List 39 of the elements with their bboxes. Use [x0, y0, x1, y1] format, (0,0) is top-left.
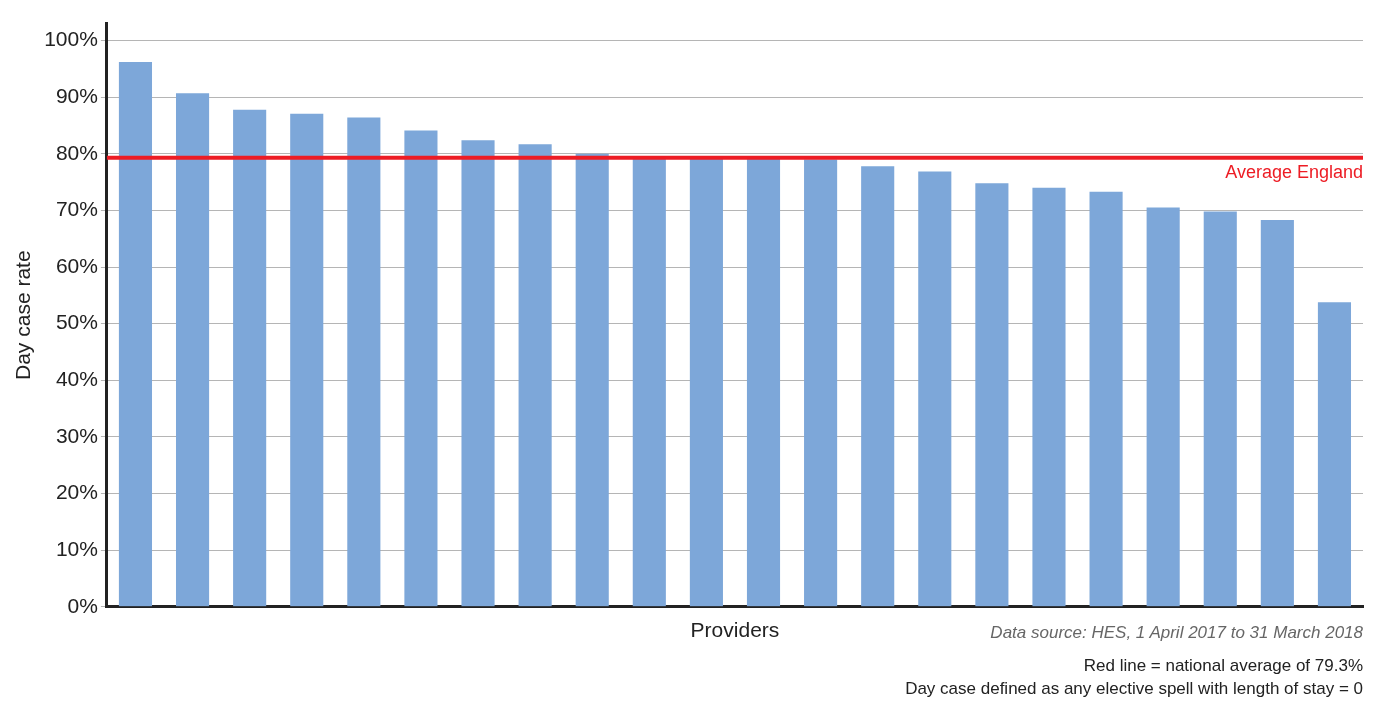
bar	[347, 117, 381, 607]
bar	[918, 171, 952, 607]
y-tick-label: 70%	[55, 197, 98, 221]
bar	[1089, 191, 1123, 607]
bar	[632, 158, 666, 607]
bar	[1317, 302, 1352, 607]
bar	[975, 183, 1009, 607]
bar	[746, 158, 781, 607]
bar	[404, 130, 438, 607]
bar	[233, 109, 267, 607]
y-tick-label: 100%	[44, 27, 98, 51]
y-tick-label: 20%	[55, 480, 98, 504]
text: Day case defined as any elective spell with length of stay = 0	[904, 678, 1363, 700]
ref-line-label: Average England	[1225, 161, 1363, 182]
y-tick-label: 90%	[55, 84, 98, 107]
y-tick-label: 60%	[55, 253, 98, 277]
bar	[804, 159, 838, 607]
bar	[689, 158, 723, 607]
y-tick-label: 50%	[55, 310, 98, 334]
bar	[461, 140, 495, 607]
bar	[1260, 220, 1294, 607]
y-axis-title: Day case rate	[11, 250, 35, 380]
bar	[861, 166, 895, 607]
bar	[1032, 187, 1066, 607]
text: Red line = national average of 79.3%	[1082, 655, 1363, 677]
bar	[1203, 211, 1237, 607]
bar	[290, 113, 324, 607]
bar	[176, 93, 210, 607]
source-note: Data source: HES, 1 April 2017 to 31 March 2018	[990, 623, 1363, 643]
bar	[518, 144, 552, 607]
y-tick-label: 10%	[55, 536, 98, 560]
bar	[118, 62, 153, 607]
x-axis-title: Providers	[690, 618, 780, 642]
y-tick-label: 30%	[55, 423, 98, 447]
y-tick-label: 0%	[67, 593, 98, 617]
bar	[1146, 207, 1180, 607]
bar	[575, 153, 609, 607]
y-tick-label: 40%	[55, 367, 98, 391]
y-tick-label: 80%	[55, 140, 98, 164]
